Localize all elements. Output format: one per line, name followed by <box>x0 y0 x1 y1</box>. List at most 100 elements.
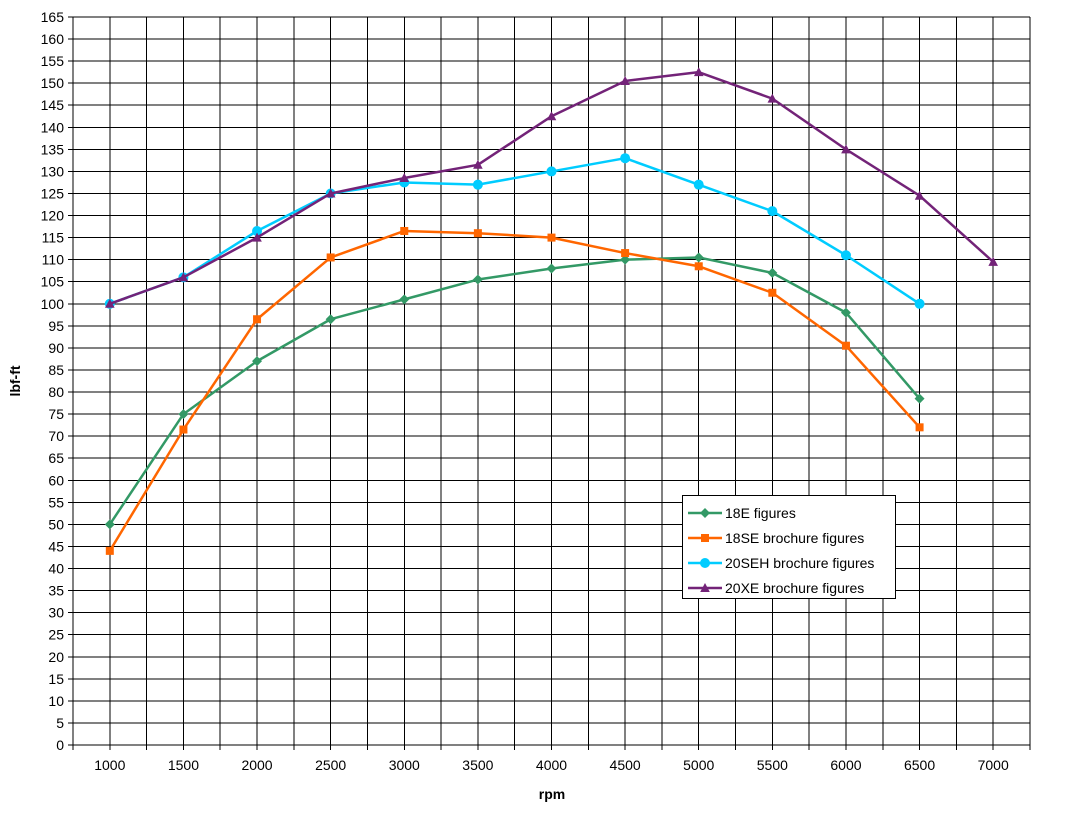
diamond-marker <box>399 294 410 305</box>
y-axis-title: lbf-ft <box>7 365 23 396</box>
y-tick-label: 60 <box>48 472 64 488</box>
diamond-marker <box>325 314 336 325</box>
x-tick-label: 4500 <box>610 757 641 773</box>
x-tick-label: 7000 <box>978 757 1009 773</box>
diamond-marker <box>252 356 263 367</box>
y-tick-label: 115 <box>42 230 65 246</box>
y-tick-label: 10 <box>48 693 64 709</box>
square-marker <box>694 262 703 271</box>
y-tick-label: 75 <box>48 406 64 422</box>
y-tick-label: 110 <box>42 252 65 268</box>
x-axis-title: rpm <box>539 786 565 802</box>
y-tick-label: 140 <box>41 119 65 135</box>
diamond-marker <box>914 393 925 404</box>
triangle-marker <box>399 173 410 183</box>
square-marker <box>179 425 188 434</box>
square-marker <box>915 423 924 432</box>
y-tick-label: 55 <box>48 494 64 510</box>
square-marker <box>841 341 850 350</box>
legend-label: 18E figures <box>725 504 796 521</box>
y-tick-label: 0 <box>56 737 64 753</box>
series-line-18se-brochure-figures <box>108 229 921 553</box>
x-tick-label: 4000 <box>536 757 567 773</box>
square-marker <box>400 226 409 235</box>
legend-item-20xe-brochure-figures: 20XE brochure figures <box>688 575 895 600</box>
triangle-marker <box>105 298 115 308</box>
triangle-marker <box>620 75 630 85</box>
y-tick-label: 5 <box>56 715 64 731</box>
y-tick-label: 165 <box>41 9 65 25</box>
square-marker <box>473 229 482 238</box>
legend-label: 20XE brochure figures <box>725 579 865 596</box>
y-tick-label: 25 <box>48 627 64 643</box>
circle-marker <box>252 225 263 236</box>
legend-item-18se-brochure-figures: 18SE brochure figures <box>688 525 895 550</box>
y-tick-label: 15 <box>48 671 64 687</box>
triangle-marker <box>473 159 483 169</box>
y-tick-label: 155 <box>41 53 65 69</box>
circle-marker <box>700 557 710 568</box>
x-tick-label: 2500 <box>315 757 346 773</box>
legend-item-20seh-brochure-figures: 20SEH brochure figures <box>688 550 895 575</box>
y-tick-label: 65 <box>48 450 64 466</box>
series-line-20seh-brochure-figures <box>108 156 921 306</box>
triangle-marker <box>325 188 336 198</box>
y-tick-label: 160 <box>41 31 65 47</box>
diamond-marker <box>840 307 851 318</box>
legend: 18E figures 18SE brochure figures 20SEH br… <box>682 495 896 599</box>
triangle-marker <box>767 93 778 103</box>
legend-sample-square-icon <box>688 533 722 542</box>
gridlines <box>68 16 1031 750</box>
square-marker <box>253 315 262 324</box>
triangle-marker <box>693 67 704 77</box>
circle-marker <box>693 179 704 190</box>
diamond-marker <box>178 409 189 420</box>
y-tick-label: 45 <box>48 538 64 554</box>
legend-sample-triangle-icon <box>688 582 722 592</box>
x-tick-label: 2000 <box>241 757 272 773</box>
square-marker <box>701 533 709 542</box>
x-tick-label: 6000 <box>830 757 861 773</box>
y-tick-label: 80 <box>48 384 64 400</box>
diamond-marker <box>700 507 710 518</box>
series-18se-brochure-figures <box>105 226 924 555</box>
square-marker <box>105 546 114 555</box>
legend-item-18e-figures: 18E figures <box>688 500 895 525</box>
axis-ticks-and-labels: 1000 1500 2000 2500 3000 3500 4000 4500 5000 5500… <box>41 9 1009 773</box>
x-tick-label: 1000 <box>94 757 125 773</box>
data-series <box>104 67 998 555</box>
series-line-18e-figures <box>108 256 921 526</box>
legend-sample-diamond-icon <box>688 507 722 518</box>
legend-label: 20SEH brochure figures <box>725 554 875 571</box>
diamond-marker <box>472 274 483 285</box>
legend-label: 18SE brochure figures <box>725 529 865 546</box>
square-marker <box>326 253 335 262</box>
y-tick-label: 150 <box>41 75 65 91</box>
x-tick-label: 5500 <box>757 757 788 773</box>
x-tick-label: 5000 <box>683 757 714 773</box>
y-tick-label: 130 <box>41 163 65 179</box>
y-tick-label: 70 <box>48 428 64 444</box>
square-marker <box>621 249 630 258</box>
triangle-marker <box>914 190 925 200</box>
y-tick-label: 125 <box>41 185 65 201</box>
y-tick-label: 20 <box>48 649 64 665</box>
diamond-marker <box>620 254 631 265</box>
y-tick-label: 95 <box>48 318 64 334</box>
circle-marker <box>546 166 557 177</box>
y-tick-label: 30 <box>48 605 64 621</box>
diamond-marker <box>767 267 778 278</box>
square-marker <box>547 233 556 242</box>
diamond-marker <box>546 263 557 274</box>
triangle-marker <box>178 272 189 282</box>
diamond-marker <box>104 519 115 530</box>
x-tick-label: 3500 <box>462 757 493 773</box>
y-tick-label: 35 <box>48 583 64 599</box>
series-18e-figures <box>104 252 925 530</box>
circle-marker <box>472 179 483 190</box>
diamond-marker <box>693 252 704 263</box>
y-tick-label: 145 <box>41 97 65 113</box>
y-tick-label: 50 <box>48 516 64 532</box>
y-tick-label: 135 <box>41 141 65 157</box>
